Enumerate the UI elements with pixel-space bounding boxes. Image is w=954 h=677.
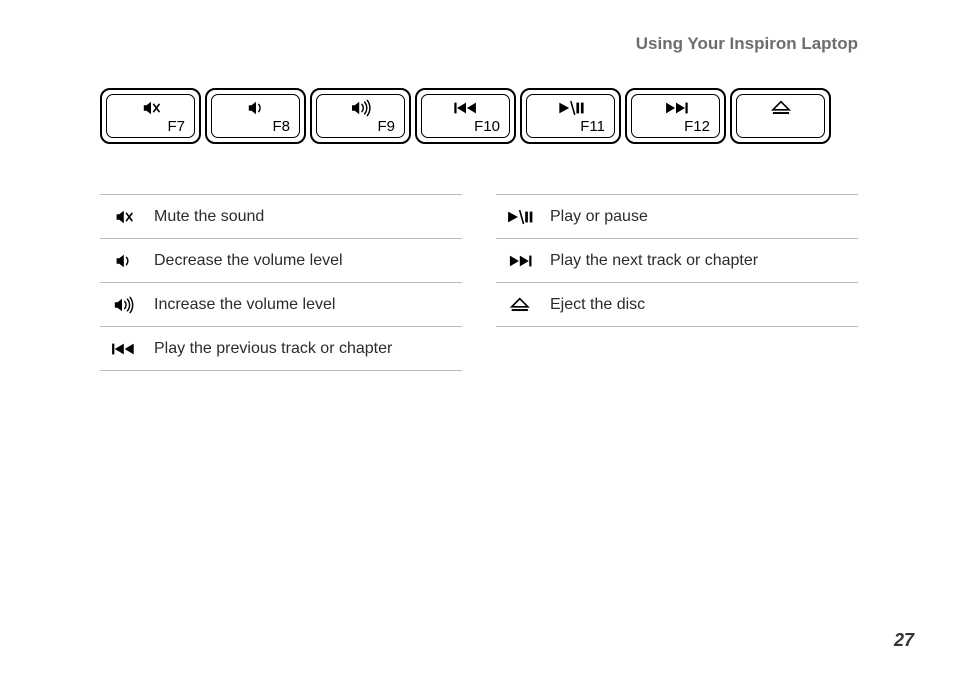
manual-page: Using Your Inspiron Laptop F7F8F9F10F11F… [0, 0, 954, 677]
legend-text: Play or pause [550, 208, 648, 226]
legend-text: Decrease the volume level [154, 252, 343, 270]
legend-row: Decrease the volume level [100, 239, 462, 283]
mute-icon [131, 98, 171, 118]
vol-up-icon [100, 296, 154, 314]
function-key-F11: F11 [520, 88, 621, 144]
legend-text: Eject the disc [550, 296, 645, 314]
next-track-icon [500, 252, 540, 270]
eject-icon [761, 98, 801, 118]
key-label: F12 [684, 118, 710, 135]
key-label: F7 [167, 118, 185, 135]
eject-icon [496, 296, 550, 314]
function-key-F8: F8 [205, 88, 306, 144]
prev-icon [100, 340, 154, 358]
function-key-F12: F12 [625, 88, 726, 144]
function-key-F10: F10 [415, 88, 516, 144]
legend-text: Play the previous track or chapter [154, 340, 392, 358]
prev-icon [446, 98, 486, 118]
page-header: Using Your Inspiron Laptop [36, 30, 914, 54]
vol-down-icon [100, 252, 154, 270]
key-label: F8 [272, 118, 290, 135]
function-key-key6 [730, 88, 831, 144]
play-pause-icon [551, 98, 591, 118]
play-pause-icon [500, 208, 540, 226]
function-keys-row: F7 F8 F9 F10 F11 F12 [100, 88, 914, 144]
previous-track-icon [104, 340, 144, 358]
play-pause-icon [496, 208, 550, 226]
legend-text: Increase the volume level [154, 296, 335, 314]
legend-row: Play or pause [496, 194, 858, 239]
volume-down-icon [236, 99, 276, 117]
next-track-icon [656, 99, 696, 117]
volume-up-icon [341, 99, 381, 117]
key-label: F11 [580, 118, 605, 135]
function-key-F9: F9 [310, 88, 411, 144]
legend-text: Mute the sound [154, 208, 264, 226]
vol-down-icon [236, 98, 276, 118]
volume-down-icon [104, 252, 144, 270]
legend: Mute the sound Decrease the volume level I… [100, 194, 858, 371]
vol-up-icon [341, 98, 381, 118]
mute-icon [131, 99, 171, 117]
page-number: 27 [894, 630, 914, 651]
legend-row: Play the previous track or chapter [100, 327, 462, 371]
legend-row: Increase the volume level [100, 283, 462, 327]
mute-icon [100, 208, 154, 226]
next-icon [496, 252, 550, 270]
play-pause-icon [551, 99, 591, 117]
legend-column-left: Mute the sound Decrease the volume level I… [100, 194, 462, 371]
key-label: F9 [377, 118, 395, 135]
key-label: F10 [474, 118, 500, 135]
legend-row: Mute the sound [100, 194, 462, 239]
eject-icon [761, 99, 801, 117]
previous-track-icon [446, 99, 486, 117]
next-icon [656, 98, 696, 118]
mute-icon [104, 208, 144, 226]
legend-row: Play the next track or chapter [496, 239, 858, 283]
legend-column-right: Play or pause Play the next track or chap… [496, 194, 858, 371]
eject-icon [500, 296, 540, 314]
legend-text: Play the next track or chapter [550, 252, 758, 270]
legend-row: Eject the disc [496, 283, 858, 327]
function-key-F7: F7 [100, 88, 201, 144]
volume-up-icon [104, 296, 144, 314]
